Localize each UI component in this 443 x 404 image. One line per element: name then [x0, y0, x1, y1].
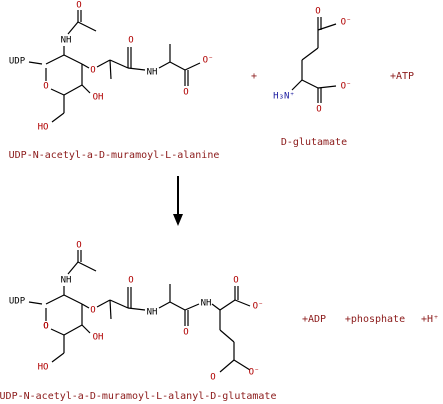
- atom-label: O: [315, 7, 320, 17]
- atom-label: OH: [93, 93, 104, 103]
- atom-label: NH: [147, 308, 158, 318]
- atom-label: O: [233, 276, 238, 286]
- extra-product: +ADP: [302, 314, 326, 325]
- bond: [169, 61, 186, 71]
- bond: [63, 324, 83, 336]
- atom-label: NH: [61, 276, 72, 286]
- bond: [109, 299, 112, 320]
- bond: [67, 21, 79, 35]
- bond: [219, 299, 236, 311]
- atom-label: O: [316, 105, 321, 115]
- atom-label: O: [210, 373, 215, 383]
- bond: [81, 63, 90, 69]
- atom-label: O: [43, 82, 48, 92]
- bond: [211, 303, 221, 311]
- plus: +: [251, 71, 257, 82]
- bond: [219, 359, 235, 373]
- atom-label: O⁻: [249, 368, 260, 378]
- extra-product: +H⁺: [421, 314, 439, 325]
- atom-label: O: [90, 66, 95, 76]
- bond: [127, 67, 146, 71]
- bond: [81, 303, 90, 309]
- atom-label: OH: [93, 333, 104, 343]
- atom-label: HO: [38, 363, 49, 373]
- bond: [45, 54, 65, 65]
- atom-label: O: [76, 1, 81, 11]
- bond: [317, 23, 337, 31]
- bond: [81, 324, 91, 334]
- atom-label: O: [183, 328, 188, 338]
- bond: [96, 299, 111, 308]
- bond: [63, 84, 83, 96]
- bond: [51, 112, 65, 123]
- atom-label: NH: [201, 299, 212, 309]
- atom-label: O: [128, 36, 133, 46]
- bond: [51, 352, 65, 363]
- atom-label: O⁻: [203, 56, 214, 66]
- atom-label: H₃N⁺: [273, 92, 295, 102]
- bond: [28, 301, 43, 305]
- bond: [109, 59, 112, 80]
- atom-label: O⁻: [253, 302, 264, 312]
- bond: [301, 79, 319, 89]
- reactant-name: UDP-N-acetyl-a-D-muramoyl-L-alanine: [9, 150, 220, 161]
- atom-label: O: [43, 322, 48, 332]
- bond: [50, 328, 65, 336]
- bond: [291, 79, 303, 91]
- bond: [127, 307, 146, 311]
- atom-label: O: [183, 88, 188, 98]
- bond: [77, 261, 97, 272]
- atom-label: O⁻: [341, 18, 352, 28]
- atom-label: O: [90, 306, 95, 316]
- bond: [109, 299, 129, 309]
- arrow-head: [173, 214, 183, 226]
- bond: [67, 261, 79, 275]
- bond: [158, 301, 171, 309]
- atom-label: O: [128, 276, 133, 286]
- bond: [158, 61, 171, 69]
- bond: [63, 294, 83, 305]
- bond: [50, 88, 65, 96]
- bond: [301, 47, 319, 61]
- bond: [63, 54, 83, 65]
- reactant-name: D-glutamate: [281, 137, 347, 148]
- atom-label: UDP: [9, 297, 26, 307]
- atom-label: NH: [147, 68, 158, 78]
- bond: [184, 62, 201, 71]
- extra-product: +phosphate: [345, 314, 405, 325]
- bond: [219, 329, 235, 343]
- bond: [233, 359, 251, 371]
- atom-label: UDP: [9, 57, 26, 67]
- bond: [96, 59, 111, 68]
- extra-reactant: +ATP: [390, 71, 414, 82]
- bond: [169, 301, 186, 311]
- product-name: UDP-N-acetyl-a-D-muramoyl-L-alanyl-D-glu…: [0, 391, 276, 402]
- bond: [77, 21, 97, 32]
- bond: [234, 299, 251, 307]
- bond: [109, 59, 129, 69]
- bond: [317, 85, 337, 89]
- bond: [45, 294, 65, 305]
- bond: [81, 84, 91, 94]
- atom-label: O: [43, 322, 48, 332]
- atom-label: O: [76, 241, 81, 251]
- bond: [28, 61, 43, 65]
- bond: [184, 303, 200, 311]
- atom-label: NH: [61, 36, 72, 46]
- atom-label: HO: [38, 123, 49, 133]
- atom-label: O⁻: [341, 82, 352, 92]
